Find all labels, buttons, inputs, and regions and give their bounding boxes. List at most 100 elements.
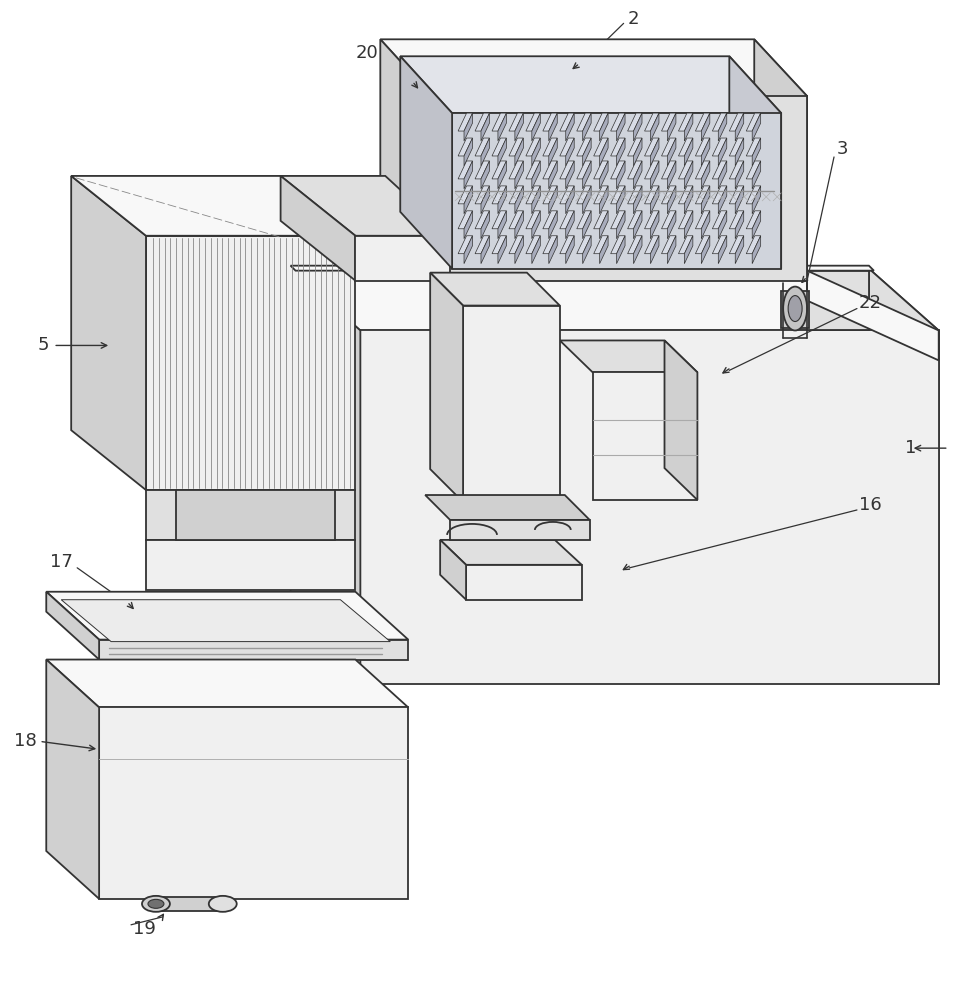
Polygon shape xyxy=(616,186,625,214)
Polygon shape xyxy=(549,211,557,239)
Polygon shape xyxy=(729,186,743,204)
Polygon shape xyxy=(594,113,608,131)
Polygon shape xyxy=(509,161,524,179)
Polygon shape xyxy=(678,211,693,229)
Polygon shape xyxy=(290,269,939,330)
Polygon shape xyxy=(627,236,642,254)
Polygon shape xyxy=(651,186,658,214)
Polygon shape xyxy=(651,211,658,239)
Polygon shape xyxy=(62,600,390,642)
Polygon shape xyxy=(701,236,710,264)
Polygon shape xyxy=(549,236,557,264)
Polygon shape xyxy=(526,138,540,156)
Polygon shape xyxy=(633,161,642,189)
Polygon shape xyxy=(498,236,506,264)
Polygon shape xyxy=(627,211,642,229)
Polygon shape xyxy=(492,211,506,229)
Polygon shape xyxy=(593,372,698,500)
Polygon shape xyxy=(712,113,727,131)
Polygon shape xyxy=(611,113,625,131)
Polygon shape xyxy=(594,236,608,254)
Polygon shape xyxy=(531,138,540,166)
Polygon shape xyxy=(594,161,608,179)
Polygon shape xyxy=(361,330,939,684)
Polygon shape xyxy=(667,138,676,166)
Polygon shape xyxy=(600,186,608,214)
Polygon shape xyxy=(696,113,710,131)
Polygon shape xyxy=(752,211,761,239)
Polygon shape xyxy=(380,39,807,96)
Polygon shape xyxy=(71,176,146,490)
Polygon shape xyxy=(696,186,710,204)
Polygon shape xyxy=(718,113,727,141)
Polygon shape xyxy=(594,186,608,204)
Text: 20: 20 xyxy=(356,44,378,62)
Polygon shape xyxy=(645,113,658,131)
Polygon shape xyxy=(729,161,743,179)
Polygon shape xyxy=(566,113,574,141)
Polygon shape xyxy=(464,138,473,166)
Polygon shape xyxy=(498,161,506,189)
Polygon shape xyxy=(633,138,642,166)
Polygon shape xyxy=(543,236,557,254)
Polygon shape xyxy=(560,161,574,179)
Polygon shape xyxy=(458,236,473,254)
Polygon shape xyxy=(611,161,625,179)
Polygon shape xyxy=(526,211,540,229)
Polygon shape xyxy=(280,176,356,281)
Polygon shape xyxy=(701,211,710,239)
Polygon shape xyxy=(611,236,625,254)
Polygon shape xyxy=(401,56,782,113)
Polygon shape xyxy=(661,236,676,254)
Polygon shape xyxy=(549,113,557,141)
Polygon shape xyxy=(685,161,693,189)
Polygon shape xyxy=(627,138,642,156)
Polygon shape xyxy=(576,113,591,131)
Polygon shape xyxy=(46,660,408,707)
Polygon shape xyxy=(464,236,473,264)
Polygon shape xyxy=(492,186,506,204)
Polygon shape xyxy=(475,138,489,156)
Polygon shape xyxy=(146,490,356,540)
Polygon shape xyxy=(616,161,625,189)
Polygon shape xyxy=(481,138,489,166)
Polygon shape xyxy=(566,236,574,264)
Polygon shape xyxy=(549,186,557,214)
Polygon shape xyxy=(627,186,642,204)
Polygon shape xyxy=(685,211,693,239)
Polygon shape xyxy=(696,138,710,156)
Polygon shape xyxy=(531,113,540,141)
Polygon shape xyxy=(576,211,591,229)
Polygon shape xyxy=(718,211,727,239)
Polygon shape xyxy=(440,540,581,565)
Polygon shape xyxy=(718,161,727,189)
Polygon shape xyxy=(526,161,540,179)
Polygon shape xyxy=(633,113,642,141)
Polygon shape xyxy=(492,113,506,131)
Polygon shape xyxy=(356,236,450,281)
Ellipse shape xyxy=(142,896,170,912)
Text: 1: 1 xyxy=(905,439,916,457)
Polygon shape xyxy=(458,113,473,131)
Polygon shape xyxy=(464,113,473,141)
Polygon shape xyxy=(425,495,590,520)
Polygon shape xyxy=(492,236,506,254)
Polygon shape xyxy=(509,113,524,131)
Polygon shape xyxy=(667,211,676,239)
Polygon shape xyxy=(549,138,557,166)
Polygon shape xyxy=(509,236,524,254)
Polygon shape xyxy=(464,211,473,239)
Polygon shape xyxy=(807,271,869,330)
Polygon shape xyxy=(746,211,761,229)
Polygon shape xyxy=(752,186,761,214)
Polygon shape xyxy=(492,161,506,179)
Polygon shape xyxy=(600,138,608,166)
Polygon shape xyxy=(645,138,658,156)
Polygon shape xyxy=(463,306,560,502)
Polygon shape xyxy=(701,138,710,166)
Polygon shape xyxy=(481,211,489,239)
Polygon shape xyxy=(481,161,489,189)
Polygon shape xyxy=(718,186,727,214)
Polygon shape xyxy=(280,176,450,236)
Polygon shape xyxy=(526,186,540,204)
